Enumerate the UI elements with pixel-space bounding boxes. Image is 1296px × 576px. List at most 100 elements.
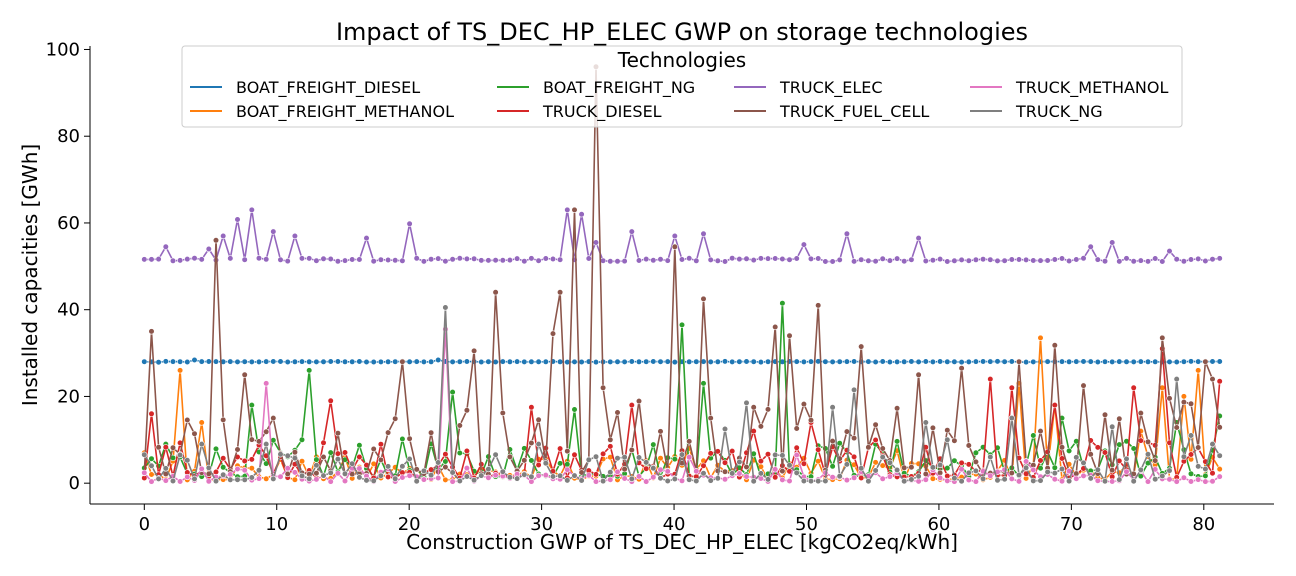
data-point — [815, 302, 822, 309]
data-point — [621, 466, 628, 473]
data-point — [1015, 358, 1023, 365]
data-point — [148, 462, 155, 469]
data-point — [786, 332, 793, 339]
data-point — [1008, 358, 1015, 365]
data-point — [936, 461, 944, 469]
data-point — [650, 465, 657, 472]
data-point — [191, 356, 198, 364]
data-point — [471, 255, 478, 262]
data-point — [506, 453, 514, 461]
data-point — [1216, 466, 1223, 473]
data-point — [764, 255, 772, 262]
data-point — [220, 232, 227, 240]
legend-item: BOAT_FREIGHT_NG — [497, 78, 695, 98]
data-point — [248, 474, 255, 481]
data-point — [793, 255, 800, 262]
data-point — [212, 478, 220, 485]
data-point — [263, 256, 270, 263]
data-point — [341, 358, 349, 365]
data-point — [255, 358, 263, 366]
data-point — [241, 371, 248, 378]
legend-item: TRUCK_DIESEL — [497, 102, 662, 122]
data-point — [535, 416, 542, 423]
data-point — [643, 358, 650, 365]
data-point — [521, 258, 528, 265]
data-point — [1051, 476, 1058, 483]
data-point — [169, 257, 177, 264]
data-point — [413, 466, 420, 473]
data-point — [306, 367, 313, 374]
data-point — [148, 455, 155, 462]
data-point — [965, 469, 972, 477]
data-point — [671, 456, 678, 463]
data-point — [700, 470, 707, 477]
data-point — [829, 438, 836, 445]
data-point — [872, 467, 879, 474]
data-point — [671, 359, 678, 366]
data-point — [205, 245, 212, 253]
data-point — [320, 453, 327, 461]
data-point — [700, 295, 707, 303]
data-point — [836, 358, 843, 365]
data-point — [1094, 444, 1101, 451]
data-point — [643, 465, 650, 472]
data-point — [915, 235, 922, 242]
data-point — [994, 477, 1001, 484]
data-point — [972, 458, 980, 466]
data-point — [442, 326, 449, 333]
data-point — [1159, 334, 1166, 342]
data-point — [248, 402, 255, 409]
data-point — [270, 358, 277, 365]
data-point — [406, 455, 413, 463]
data-point — [435, 356, 442, 364]
data-point — [492, 472, 499, 479]
data-point — [162, 465, 169, 472]
data-point — [184, 457, 191, 464]
data-point — [779, 300, 786, 307]
data-point — [248, 456, 255, 463]
data-point — [628, 475, 635, 483]
data-point — [442, 458, 449, 465]
data-point — [879, 475, 886, 482]
data-point — [822, 445, 829, 452]
data-point — [327, 255, 334, 263]
data-point — [1130, 384, 1137, 391]
data-point — [1130, 358, 1137, 366]
data-point — [471, 477, 478, 484]
data-point — [643, 459, 650, 466]
data-point — [987, 376, 994, 383]
data-point — [872, 258, 879, 265]
data-point — [542, 460, 549, 467]
data-point — [449, 389, 456, 396]
data-point — [764, 476, 772, 483]
data-point — [628, 402, 635, 409]
data-point — [1216, 358, 1223, 365]
data-point — [1173, 256, 1180, 263]
data-point — [958, 459, 965, 467]
data-point — [614, 258, 621, 265]
data-point — [1109, 358, 1116, 366]
data-point — [922, 476, 929, 483]
data-point — [1015, 256, 1023, 263]
y-tick-label: 80 — [57, 126, 80, 147]
data-point — [556, 289, 564, 296]
data-point — [936, 358, 944, 365]
data-point — [929, 257, 937, 264]
data-point — [987, 358, 994, 365]
data-point — [1044, 358, 1051, 365]
data-point — [385, 358, 392, 365]
data-point — [650, 474, 657, 481]
data-point — [220, 455, 227, 462]
y-tick-label: 20 — [57, 386, 80, 407]
data-point — [850, 435, 858, 442]
data-point — [951, 358, 958, 365]
data-point — [987, 472, 994, 479]
data-point — [1123, 468, 1130, 475]
data-point — [614, 409, 621, 416]
data-point — [686, 454, 693, 461]
data-point — [929, 475, 937, 482]
data-point — [800, 477, 808, 485]
data-point — [141, 256, 148, 263]
data-point — [693, 468, 700, 475]
